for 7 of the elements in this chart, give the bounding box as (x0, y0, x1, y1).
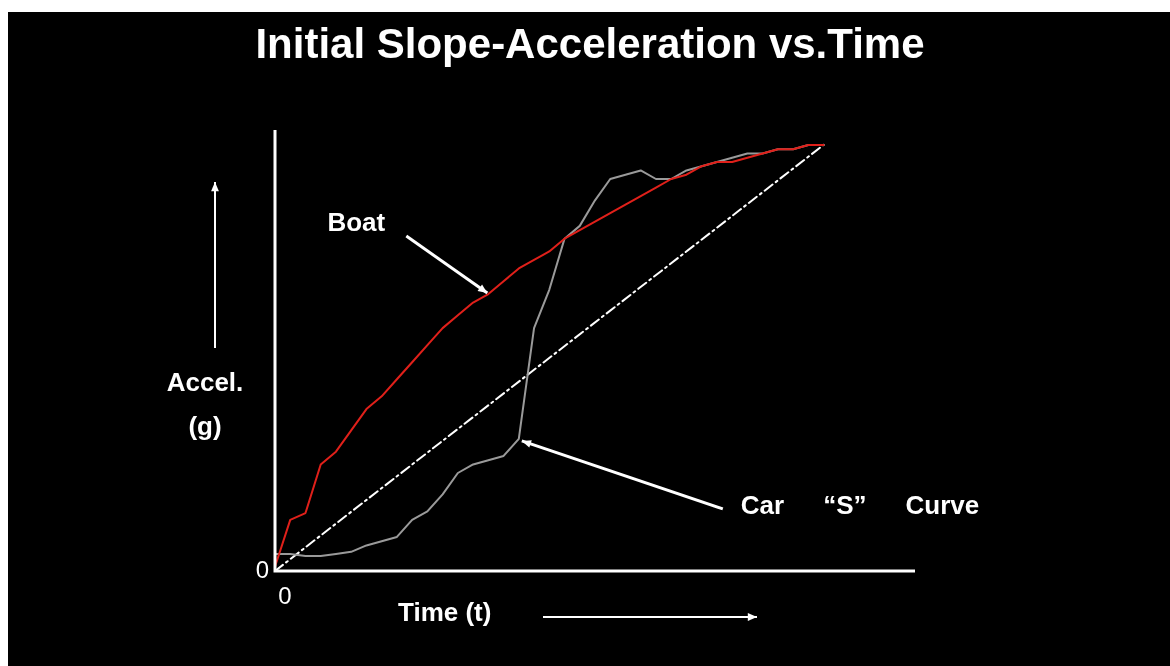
x-axis-title: Time (t) (398, 597, 492, 628)
y-axis-title: Accel. (g) (165, 366, 245, 443)
text: 0 (278, 581, 292, 609)
annotation: Boat (327, 207, 386, 238)
annotation: Car “S” Curve (740, 490, 980, 521)
text: 0 (255, 555, 269, 583)
chart-title: Initial Slope-Acceleration vs.Time (254, 20, 926, 68)
